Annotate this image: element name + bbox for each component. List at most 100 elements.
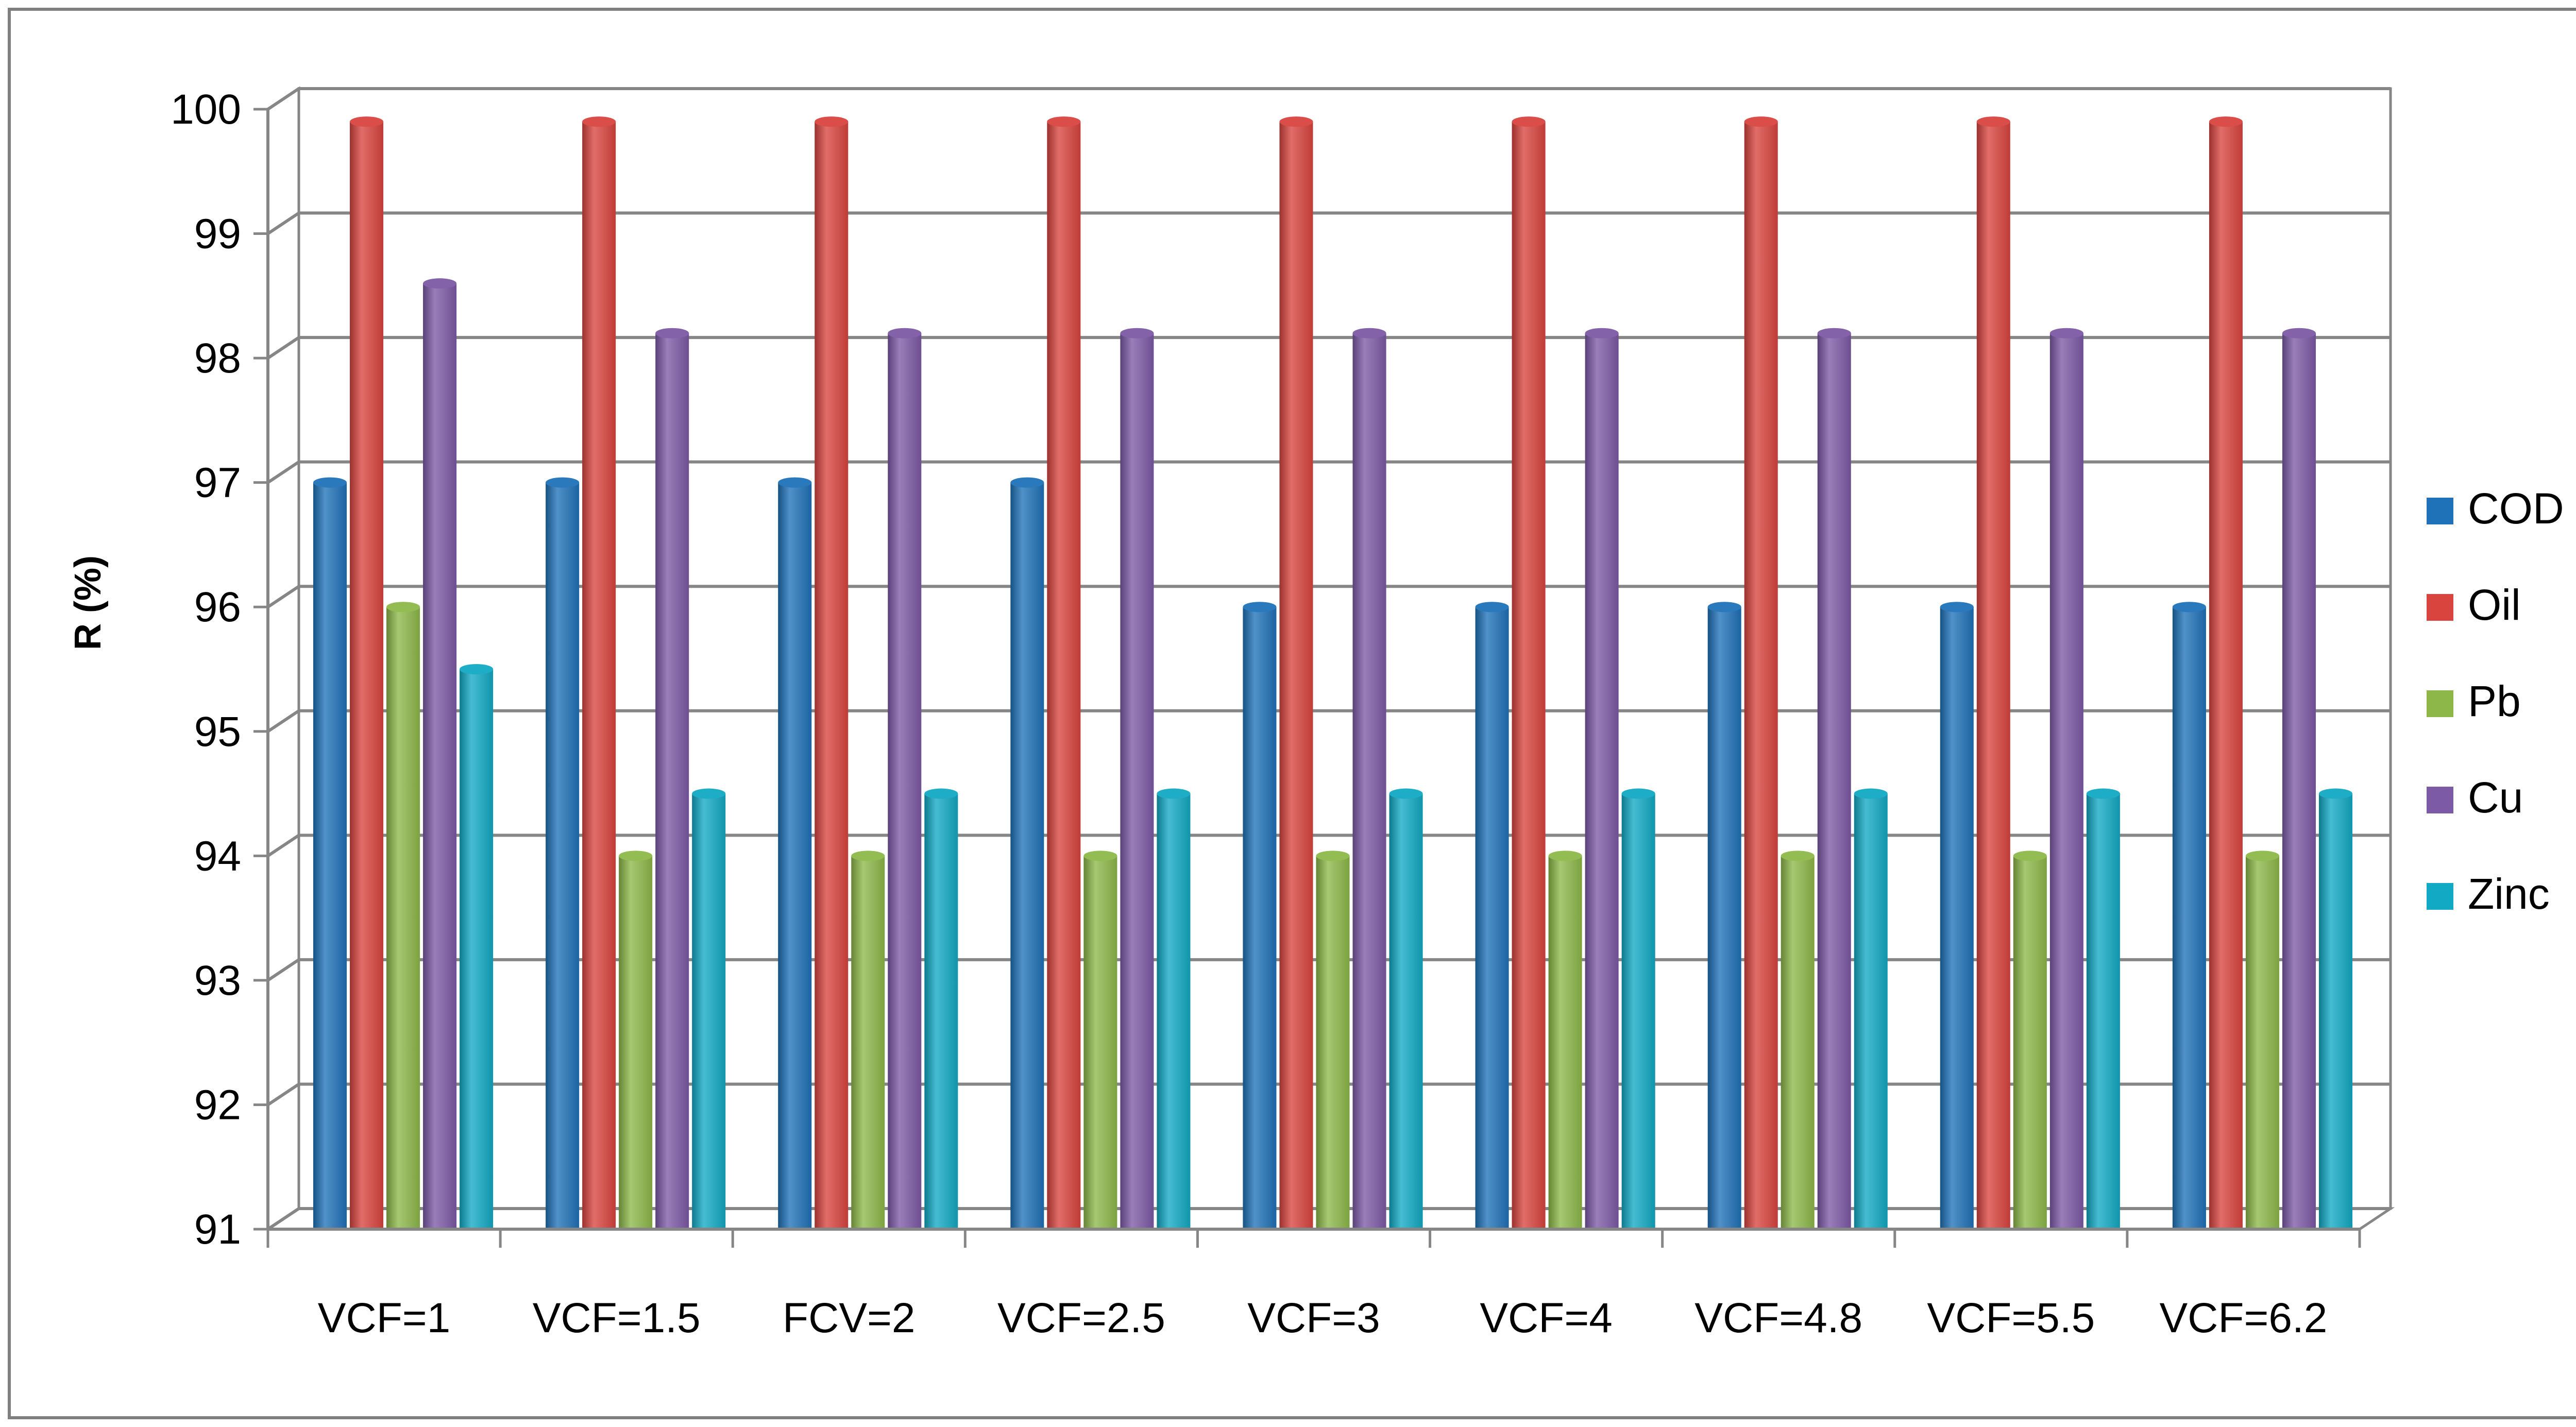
gridline — [267, 834, 2391, 857]
bar-cap-cod-2 — [546, 477, 580, 488]
bar-cod-6 — [1475, 607, 1509, 1229]
bar-zinc-1 — [460, 669, 494, 1229]
bar-oil-3 — [815, 122, 849, 1230]
bar-cod-4 — [1010, 482, 1044, 1229]
legend-swatch-pb — [2427, 690, 2453, 717]
y-tick-label: 96 — [194, 584, 241, 631]
bar-cu-5 — [1352, 333, 1386, 1229]
bar-cu-7 — [1817, 333, 1851, 1229]
bar-cap-oil-7 — [1744, 116, 1778, 127]
bar-cap-zinc-6 — [1621, 788, 1655, 799]
bar-cap-cu-1 — [423, 278, 457, 289]
bar-cod-7 — [1707, 607, 1741, 1229]
gridline — [267, 1207, 2391, 1231]
bar-cap-oil-4 — [1047, 116, 1081, 127]
bar-cu-1 — [423, 283, 457, 1230]
gridline — [267, 585, 2391, 608]
bar-cap-zinc-2 — [692, 788, 726, 799]
x-tick-label: VCF=2.5 — [997, 1295, 1165, 1341]
bar-cap-cod-5 — [1243, 602, 1277, 613]
legend-label-oil: Oil — [2468, 581, 2521, 629]
bar-zinc-4 — [1157, 793, 1191, 1229]
bar-pb-8 — [2013, 856, 2047, 1229]
x-tick-label: VCF=3 — [1247, 1295, 1380, 1341]
gridline — [267, 709, 2391, 733]
y-tick-label: 100 — [171, 86, 241, 133]
x-tick-label: VCF=1 — [318, 1295, 451, 1341]
bar-cap-oil-9 — [2209, 116, 2243, 127]
bar-cap-zinc-5 — [1389, 788, 1423, 799]
bar-cap-oil-1 — [350, 116, 384, 127]
gridline — [267, 87, 2391, 111]
bar-pb-6 — [1548, 856, 1582, 1229]
side-wall — [266, 86, 300, 1232]
bar-cap-cu-7 — [1817, 328, 1851, 338]
bar-cap-pb-8 — [2013, 851, 2047, 861]
bar-cap-zinc-3 — [924, 788, 958, 799]
bar-pb-7 — [1781, 856, 1815, 1229]
bar-cap-pb-5 — [1316, 851, 1350, 861]
bar-zinc-9 — [2318, 793, 2352, 1229]
y-tick-label: 98 — [194, 335, 241, 382]
bar-cap-pb-1 — [386, 602, 420, 613]
legend-label-zinc: Zinc — [2468, 870, 2550, 918]
legend-label-cu: Cu — [2468, 773, 2523, 822]
bar-oil-1 — [350, 122, 384, 1230]
y-tick-label: 92 — [194, 1081, 241, 1128]
x-tick-label: FCV=2 — [783, 1295, 916, 1341]
bar-cap-cu-9 — [2282, 328, 2316, 338]
bar-cap-cu-3 — [888, 328, 922, 338]
bar-cod-1 — [313, 482, 347, 1229]
bar-cap-pb-2 — [619, 851, 653, 861]
bar-cap-zinc-9 — [2318, 788, 2352, 799]
bar-cap-cod-6 — [1475, 602, 1509, 613]
bar-cu-4 — [1120, 333, 1154, 1229]
y-tick-label: 97 — [194, 460, 241, 506]
y-tick-label: 95 — [194, 708, 241, 755]
bar-cod-8 — [1940, 607, 1974, 1229]
y-tick-label: 99 — [194, 211, 241, 258]
bar-pb-9 — [2245, 856, 2279, 1229]
bar-cap-pb-4 — [1083, 851, 1117, 861]
bar-cap-oil-6 — [1512, 116, 1546, 127]
bar-cod-9 — [2172, 607, 2206, 1229]
bar-oil-9 — [2209, 122, 2243, 1230]
bar-cap-pb-6 — [1548, 851, 1582, 861]
bar-cu-2 — [655, 333, 689, 1229]
bar-cap-oil-3 — [815, 116, 849, 127]
bar-pb-3 — [851, 856, 885, 1229]
bar-cod-3 — [778, 482, 812, 1229]
bar-pb-5 — [1316, 856, 1350, 1229]
gridline — [267, 336, 2391, 360]
legend-label-cod: COD — [2468, 484, 2564, 533]
bar-cap-cod-4 — [1010, 477, 1044, 488]
bar-cu-6 — [1585, 333, 1619, 1229]
gridline — [267, 958, 2391, 982]
bar-cap-zinc-1 — [460, 664, 494, 674]
x-tick-label: VCF=4.8 — [1694, 1295, 1862, 1341]
bar-cap-cod-3 — [778, 477, 812, 488]
bar-cap-cu-5 — [1352, 328, 1386, 338]
bar-cap-cod-8 — [1940, 602, 1974, 613]
bar-zinc-3 — [924, 793, 958, 1229]
bar-pb-1 — [386, 607, 420, 1229]
x-tick-label: VCF=1.5 — [533, 1295, 701, 1341]
bar-cap-zinc-4 — [1157, 788, 1191, 799]
bar-zinc-2 — [692, 793, 726, 1229]
gridlines — [267, 87, 2391, 1231]
bar-zinc-7 — [1854, 793, 1888, 1229]
bar-oil-6 — [1512, 122, 1546, 1230]
legend: COD Oil Pb Cu Zinc — [2427, 484, 2564, 918]
bar-zinc-6 — [1621, 793, 1655, 1229]
bar-cap-cu-8 — [2049, 328, 2083, 338]
axes: 91 92 93 94 95 96 97 98 99 100 VCF=1 VCF=1.5 FCV=2 VC… — [171, 86, 2361, 1341]
x-tick-label: VCF=6.2 — [2159, 1295, 2327, 1341]
legend-label-pb: Pb — [2468, 677, 2521, 725]
bar-oil-7 — [1744, 122, 1778, 1230]
bar-oil-5 — [1279, 122, 1313, 1230]
gridline — [267, 211, 2391, 235]
x-tick-label: VCF=5.5 — [1927, 1295, 2095, 1341]
legend-swatch-cod — [2427, 498, 2453, 524]
legend-swatch-oil — [2427, 594, 2453, 621]
